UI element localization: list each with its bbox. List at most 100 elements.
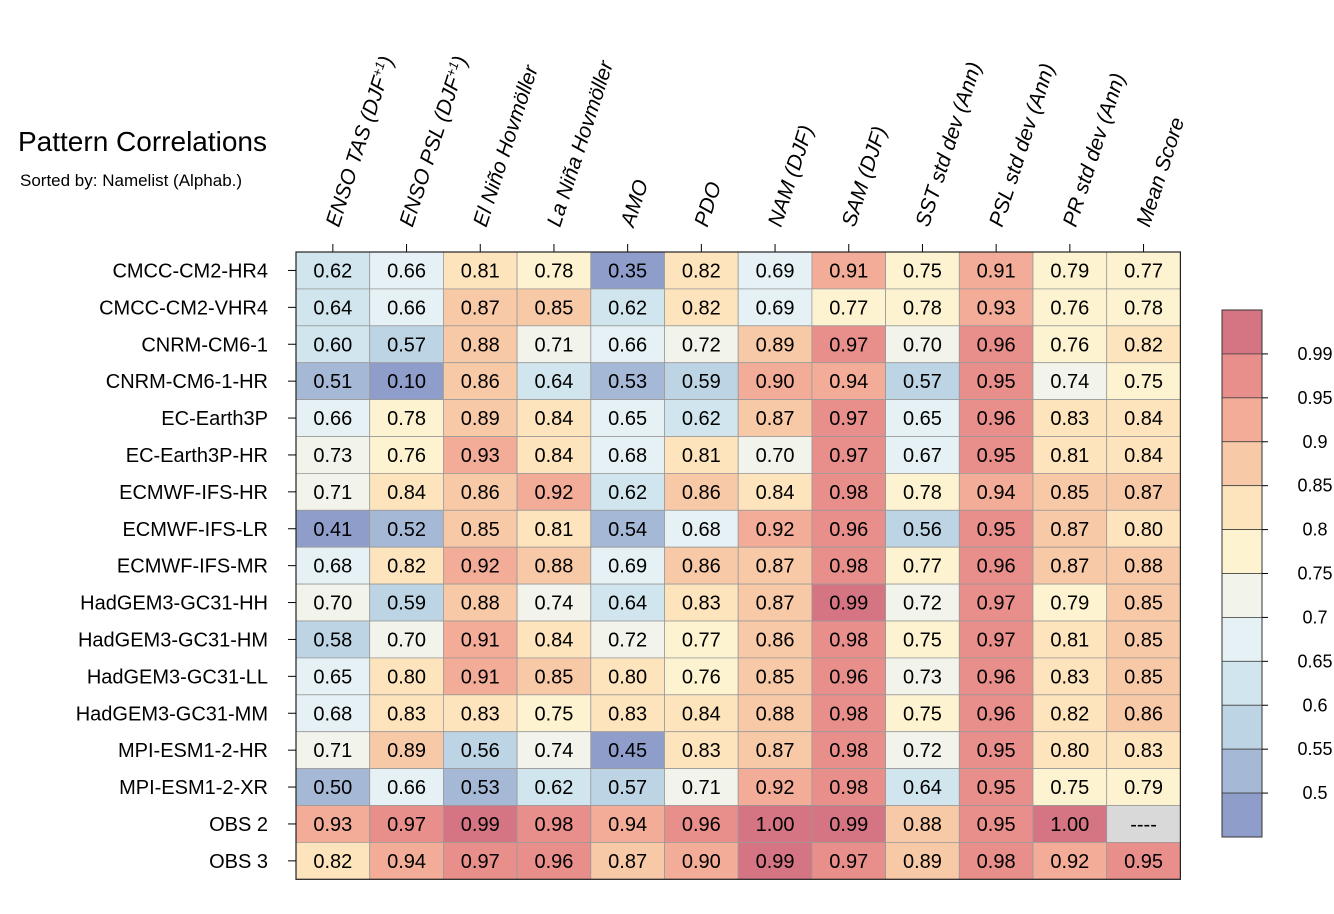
- row-label-mpi-esm1-2-hr: MPI-ESM1-2-HR: [118, 740, 268, 762]
- cell-value-label: 0.72: [903, 740, 942, 762]
- heatmap-cell: [1106, 657, 1181, 696]
- row-label-ec-earth3p-hr: EC-Earth3P-HR: [126, 445, 268, 467]
- column-label-la-ni-a-hovm-ller: La Niña Hovmöller: [543, 57, 619, 229]
- heatmap-cell: [811, 546, 887, 585]
- heatmap-cell: [590, 768, 665, 806]
- heatmap-cell: [737, 472, 813, 511]
- cell-value-label: 0.95: [977, 445, 1016, 467]
- colorbar-segment: [1221, 309, 1263, 355]
- cell-value-label: 0.84: [1124, 408, 1163, 430]
- heatmap-cell: [442, 620, 518, 659]
- heatmap-cell: [664, 620, 739, 659]
- cell-value-label: 0.65: [313, 666, 352, 688]
- cell-value-label: 0.87: [608, 851, 647, 873]
- column-label-sst-std-dev-ann: SST std dev (Ann): [911, 59, 986, 229]
- heatmap-cell: [516, 399, 592, 437]
- heatmap-cell: [442, 805, 518, 843]
- cell-value-label: 0.65: [903, 408, 942, 430]
- cell-value-label: 0.78: [903, 297, 942, 319]
- heatmap-cell: [442, 472, 518, 511]
- cell-value-label: 0.84: [534, 408, 573, 430]
- cell-value-label: 0.90: [756, 371, 795, 393]
- cell-value-label: 0.94: [977, 482, 1016, 504]
- cell-value-label: 0.81: [1050, 629, 1089, 651]
- cell-value-label: 0.57: [608, 777, 647, 799]
- cell-value-label: 0.83: [461, 703, 500, 725]
- colorbar-segment: [1221, 660, 1263, 706]
- cell-value-label: 0.83: [387, 703, 426, 725]
- cell-value-label: 0.57: [387, 334, 426, 356]
- heatmap-cell: [516, 768, 592, 806]
- heatmap-cell: [442, 768, 518, 806]
- column-label-amo: AMO: [616, 177, 653, 232]
- cell-value-label: 0.93: [313, 814, 352, 836]
- row-label-ecmwf-ifs-hr: ECMWF-IFS-HR: [119, 482, 268, 504]
- cell-value-label: 0.78: [387, 408, 426, 430]
- heatmap-cell: [811, 472, 887, 511]
- cell-value-label: 0.97: [387, 814, 426, 836]
- heatmap-cell: [664, 325, 739, 364]
- row-label-cnrm-cm6-1-hr: CNRM-CM6-1-HR: [106, 371, 268, 393]
- cell-value-label: 0.86: [756, 629, 795, 651]
- cell-value-label: 0.94: [387, 851, 426, 873]
- heatmap-cell: [811, 731, 887, 770]
- cell-value-label: 0.74: [534, 740, 573, 762]
- cell-value-label: 0.98: [829, 703, 868, 725]
- cell-value-label: 0.79: [1124, 777, 1163, 799]
- heatmap-cell: [811, 399, 887, 437]
- heatmap-cell: [1032, 288, 1108, 327]
- cell-value-label: 1.00: [1050, 814, 1089, 836]
- cell-value-label: 0.64: [608, 593, 647, 615]
- heatmap-cell: [369, 620, 444, 659]
- cell-value-label: 0.98: [534, 814, 573, 836]
- heatmap-cell: [516, 546, 592, 585]
- heatmap-cell: [1032, 472, 1108, 511]
- cell-value-label: 0.50: [313, 777, 352, 799]
- heatmap-cell: [958, 768, 1034, 806]
- heatmap-cell: [1032, 842, 1108, 880]
- colorbar-tick-label: 0.9: [1302, 432, 1327, 452]
- cell-value-label: 0.93: [977, 297, 1016, 319]
- cell-value-label: 0.88: [461, 593, 500, 615]
- cell-value-label: 0.83: [1050, 408, 1089, 430]
- cell-value-label: 0.75: [1124, 371, 1163, 393]
- heatmap-cell: [958, 251, 1034, 290]
- heatmap-cell: [885, 657, 960, 696]
- cell-value-label: 0.76: [1050, 334, 1089, 356]
- row-label-hadgem3-gc31-hm: HadGEM3-GC31-HM: [78, 629, 268, 651]
- cell-value-label: 0.83: [682, 740, 721, 762]
- cell-value-label: 0.81: [534, 519, 573, 541]
- cell-value-label: 0.96: [829, 666, 868, 688]
- cell-value-label: 0.99: [829, 814, 868, 836]
- heatmap-cells: 0.62 0.66 0.81 0.78 0.35 0.82 0.69 0.91 0.75 0.91…: [295, 251, 1182, 880]
- cell-value-label: 0.89: [756, 334, 795, 356]
- heatmap-cell: [590, 472, 665, 511]
- cell-value-label: 0.95: [1124, 851, 1163, 873]
- heatmap-cell: [1106, 509, 1181, 548]
- heatmap-cell: [369, 731, 444, 770]
- cell-value-label: 0.69: [608, 556, 647, 578]
- heatmap-cell: [516, 842, 592, 880]
- heatmap-cell: [885, 509, 960, 548]
- heatmap-cell: [737, 731, 813, 770]
- cell-value-label: 0.98: [829, 482, 868, 504]
- cell-value-label: 0.92: [1050, 851, 1089, 873]
- cell-value-label: 0.54: [608, 519, 647, 541]
- heatmap-cell: [1106, 325, 1181, 364]
- heatmap-cell: [442, 583, 518, 622]
- cell-value-label: 0.62: [682, 408, 721, 430]
- cell-value-label: 0.87: [756, 408, 795, 430]
- cell-value-label: 0.98: [829, 777, 868, 799]
- cell-value-label: 0.88: [1124, 556, 1163, 578]
- cell-value-label: 0.99: [829, 593, 868, 615]
- row-label-ecmwf-ifs-mr: ECMWF-IFS-MR: [117, 556, 268, 578]
- heatmap-cell: [958, 362, 1034, 401]
- heatmap-cell: [442, 731, 518, 770]
- heatmap-cell: [590, 509, 665, 548]
- cell-value-label: 0.80: [387, 666, 426, 688]
- cell-value-label: 0.59: [387, 593, 426, 615]
- heatmap-cell: [1032, 805, 1108, 843]
- colorbar-tick-label: 0.6: [1302, 695, 1327, 715]
- cell-value-label: 0.75: [903, 629, 942, 651]
